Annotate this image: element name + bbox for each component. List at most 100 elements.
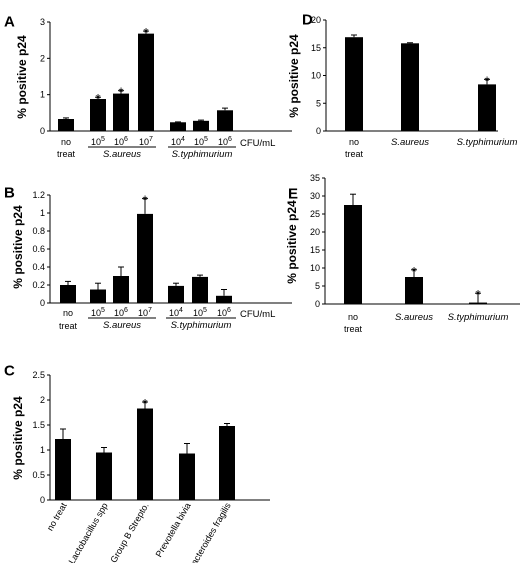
x-tick-label-treat: treat <box>344 324 363 334</box>
y-tick-label: 0 <box>40 126 45 136</box>
bar <box>170 122 186 131</box>
y-tick-label: 0.4 <box>32 262 45 272</box>
x-tick-label: 104 <box>171 136 185 147</box>
y-tick-label: 0.5 <box>32 470 45 480</box>
significance-asterisk: * <box>95 91 100 106</box>
panel-b: B 0 0.2 0.4 0.6 0.8 1 1.2 % positive p24 * no treat… <box>4 184 292 331</box>
x-tick-label: Bacteroides fragilis <box>186 501 233 563</box>
panel-label-a: A <box>4 13 15 30</box>
bar <box>193 120 209 131</box>
x-tick-label-no: no <box>349 137 359 147</box>
y-tick-label: 30 <box>310 191 320 201</box>
y-tick-label: 20 <box>310 227 320 237</box>
y-axis-label: % positive p24 <box>15 35 29 119</box>
y-tick-label: 25 <box>310 209 320 219</box>
y-tick-label: 1 <box>40 90 45 100</box>
x-tick-label: 105 <box>194 136 208 147</box>
bar <box>478 84 496 131</box>
bar <box>90 99 106 131</box>
y-tick-label: 3 <box>40 17 45 27</box>
significance-asterisk: * <box>142 193 147 208</box>
panel-a: A 0 1 2 3 % positive p24 * * * no treat 105 106 107 10… <box>4 13 292 160</box>
y-tick-label: 2.5 <box>32 370 45 380</box>
y-axis-label: % positive p24 <box>11 205 25 289</box>
y-axis-label: % positive p24 <box>11 396 25 480</box>
group-label: S.typhimurium <box>171 320 232 331</box>
y-tick-label: 1.2 <box>32 190 45 200</box>
y-tick-label: 5 <box>316 98 321 108</box>
panel-label-e: E <box>288 185 298 202</box>
bar <box>113 276 129 303</box>
significance-asterisk: * <box>142 396 147 411</box>
bar <box>192 276 208 303</box>
y-tick-label: 10 <box>311 71 321 81</box>
panel-label-d: D <box>302 11 313 28</box>
bar <box>137 213 153 303</box>
x-tick-label: 107 <box>139 136 153 147</box>
y-tick-label: 0.2 <box>32 280 45 290</box>
bar <box>344 205 362 304</box>
x-tick-label: Lactobacillus spp <box>67 501 110 563</box>
x-tick-label-treat: treat <box>345 149 364 159</box>
y-tick-label: 0 <box>40 298 45 308</box>
panel-d: D 0 5 10 15 20 % positive p24 * no treat S.aureus S… <box>287 11 517 159</box>
x-tick-label-treat: treat <box>59 321 78 331</box>
x-tick-label-no: no <box>63 308 73 318</box>
bar <box>469 302 487 304</box>
bar <box>113 93 129 131</box>
y-tick-label: 5 <box>315 281 320 291</box>
significance-asterisk: * <box>143 25 148 40</box>
bar <box>401 43 419 132</box>
panel-label-b: B <box>4 184 15 201</box>
group-label: S.typhimurium <box>172 149 233 160</box>
y-tick-label: 15 <box>311 43 321 53</box>
y-tick-label: 1 <box>40 445 45 455</box>
x-tick-label: 106 <box>218 136 232 147</box>
bar <box>405 277 423 304</box>
x-tick-label: 105 <box>193 307 207 318</box>
bar <box>58 119 74 131</box>
x-tick-label-treat: treat <box>57 149 76 159</box>
bar <box>217 110 233 131</box>
bar <box>90 289 106 303</box>
x-tick-label: S.typhimurium <box>457 137 518 148</box>
x-unit-label: CFU/mL <box>240 138 275 149</box>
y-tick-label: 0 <box>316 126 321 136</box>
x-tick-label: no treat <box>45 501 69 533</box>
y-tick-label: 15 <box>310 245 320 255</box>
x-tick-label-no: no <box>348 312 358 322</box>
x-tick-label: Group B Strepto. <box>108 501 150 563</box>
x-tick-label: S.aureus <box>395 312 433 323</box>
panel-e: E 0 5 10 15 20 25 30 35 % positive p24 * * no treat S.… <box>285 173 520 334</box>
y-tick-label: 1 <box>40 208 45 218</box>
y-tick-label: 2 <box>40 395 45 405</box>
y-tick-label: 0.8 <box>32 226 45 236</box>
y-tick-label: 10 <box>310 263 320 273</box>
y-tick-label: 0 <box>40 495 45 505</box>
y-tick-label: 20 <box>311 15 321 25</box>
bar <box>168 285 184 303</box>
bar <box>137 408 153 500</box>
panel-label-c: C <box>4 362 15 379</box>
x-tick-label-no: no <box>61 137 71 147</box>
bar <box>179 453 195 500</box>
y-tick-label: 1.5 <box>32 420 45 430</box>
group-label: S.aureus <box>103 149 141 160</box>
bar <box>55 439 71 500</box>
y-tick-label: 0.6 <box>32 244 45 254</box>
significance-asterisk: * <box>118 85 123 100</box>
y-axis-label: % positive p24 <box>287 34 301 118</box>
x-tick-label: 107 <box>138 307 152 318</box>
x-tick-label: S.typhimurium <box>448 312 509 323</box>
bar <box>96 452 112 500</box>
bar <box>60 285 76 303</box>
x-tick-label: 106 <box>217 307 231 318</box>
x-unit-label: CFU/mL <box>240 309 275 320</box>
bar <box>216 295 232 303</box>
y-tick-label: 2 <box>40 53 45 63</box>
bar <box>138 33 154 132</box>
panel-c: C 0 0.5 1 1.5 2 2.5 % positive p24 * no treatLact… <box>4 362 270 563</box>
bar <box>345 37 363 131</box>
x-tick-label: 105 <box>91 307 105 318</box>
significance-asterisk: * <box>411 264 416 279</box>
